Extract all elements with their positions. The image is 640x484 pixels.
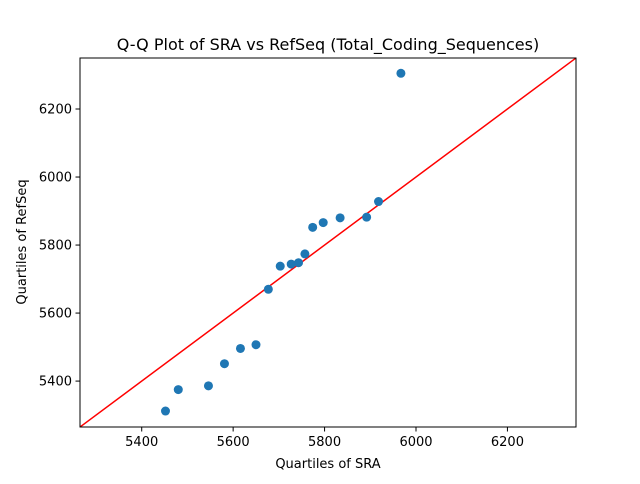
- data-point: [263, 284, 273, 294]
- data-point: [396, 68, 406, 78]
- y-tick-label: 5600: [39, 307, 72, 322]
- data-point: [308, 222, 318, 232]
- data-point: [251, 340, 261, 350]
- data-point: [318, 218, 328, 228]
- data-point: [160, 406, 170, 416]
- data-point: [362, 212, 372, 222]
- data-point: [300, 249, 310, 259]
- y-axis-label: Quartiles of RefSeq: [15, 179, 30, 304]
- data-point: [173, 385, 183, 395]
- data-point: [275, 261, 285, 271]
- x-axis: 5400 5600 5800 6000 6200: [125, 427, 524, 450]
- data-point: [235, 343, 245, 353]
- y-tick-label: 5800: [39, 239, 72, 254]
- chart-title: Q-Q Plot of SRA vs RefSeq (Total_Coding_…: [117, 35, 539, 55]
- y-tick-label: 5400: [39, 375, 72, 390]
- reference-line-y-equals-x: [80, 58, 576, 427]
- y-tick-label: 6200: [39, 103, 72, 118]
- data-point: [203, 381, 213, 391]
- x-tick-label: 5800: [308, 435, 341, 450]
- y-axis: 5400 5600 5800 6000 6200: [39, 103, 80, 390]
- plot-area-frame: [79, 57, 577, 428]
- data-point: [335, 213, 345, 223]
- x-tick-label: 5400: [125, 435, 158, 450]
- x-axis-label: Quartiles of SRA: [275, 457, 380, 472]
- x-tick-label: 5600: [217, 435, 250, 450]
- data-point: [294, 258, 304, 268]
- x-tick-label: 6000: [399, 435, 432, 450]
- data-point: [286, 259, 296, 269]
- data-point: [219, 359, 229, 369]
- y-tick-label: 6000: [39, 171, 72, 186]
- data-point: [374, 197, 384, 207]
- x-tick-label: 6200: [491, 435, 524, 450]
